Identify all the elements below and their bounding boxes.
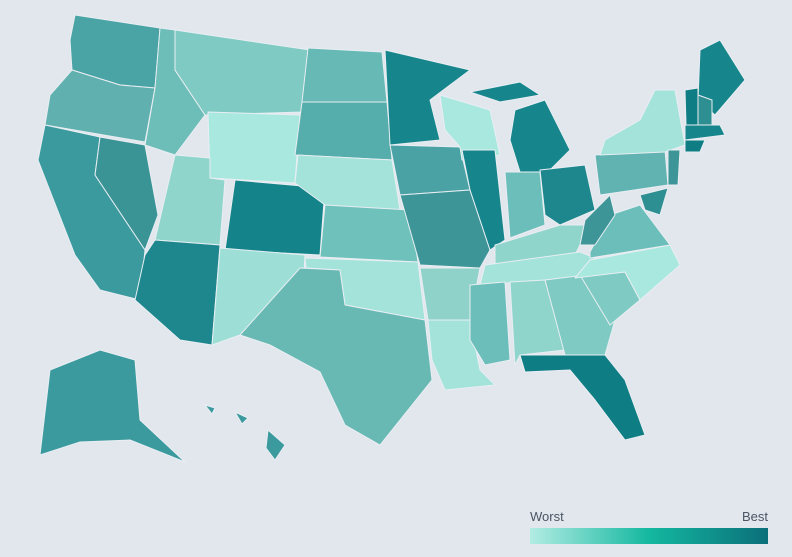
state xyxy=(384,49,471,146)
state xyxy=(301,47,388,103)
state xyxy=(667,149,681,186)
state xyxy=(574,244,681,301)
state xyxy=(94,136,159,251)
state xyxy=(684,87,699,126)
state xyxy=(294,101,393,161)
state xyxy=(239,267,433,446)
state xyxy=(504,171,546,239)
legend-gradient xyxy=(530,528,768,544)
states xyxy=(37,14,746,463)
state xyxy=(134,239,221,346)
legend-high-label: Best xyxy=(742,509,768,524)
state xyxy=(39,349,186,463)
state xyxy=(539,164,596,226)
state xyxy=(697,94,713,126)
legend-low-label: Worst xyxy=(530,509,564,524)
state xyxy=(44,69,156,143)
state xyxy=(469,81,541,103)
state xyxy=(684,124,726,141)
state xyxy=(204,404,216,415)
state xyxy=(599,89,686,156)
state xyxy=(519,354,646,441)
state xyxy=(319,204,419,263)
state xyxy=(265,429,286,461)
state xyxy=(389,144,471,196)
state xyxy=(594,149,669,196)
state xyxy=(579,194,616,246)
state xyxy=(399,189,491,269)
state xyxy=(639,187,669,216)
state xyxy=(234,411,249,425)
state xyxy=(207,111,301,184)
state xyxy=(439,94,501,161)
state xyxy=(509,279,566,366)
state xyxy=(509,99,571,176)
state xyxy=(684,139,706,153)
state xyxy=(469,281,511,366)
